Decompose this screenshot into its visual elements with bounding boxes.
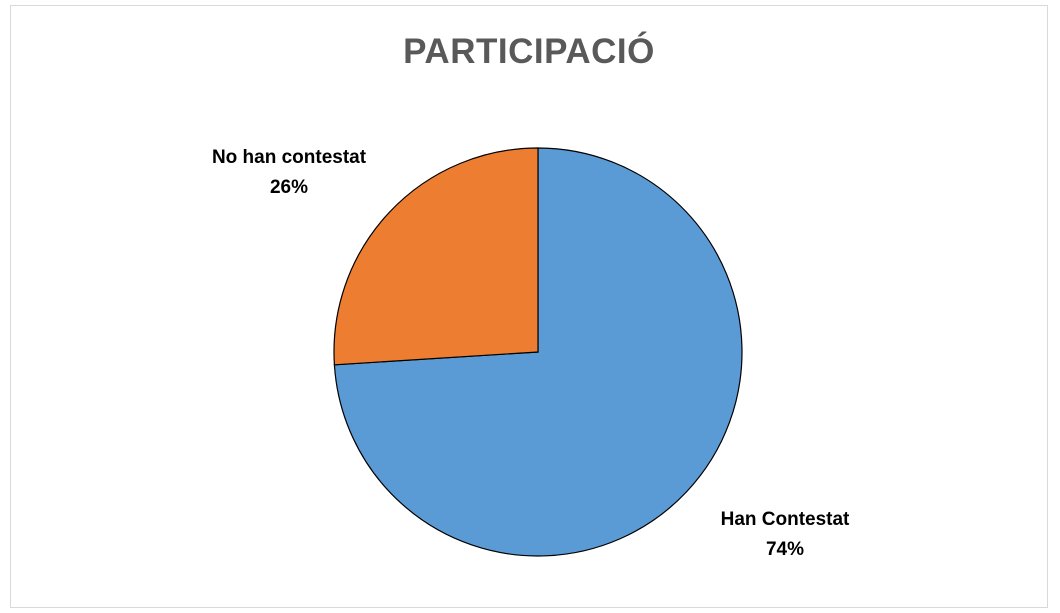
data-label-no-han-contestat: No han contestat 26%: [178, 143, 400, 203]
data-label-value: 74%: [765, 539, 805, 560]
data-label-category: No han contestat: [211, 147, 367, 168]
data-label-han-contestat: Han Contestat 74%: [700, 505, 870, 565]
data-label-category: Han Contestat: [720, 509, 850, 530]
chart-title: PARTICIPACIÓ: [403, 32, 655, 71]
data-label-value: 26%: [269, 177, 309, 198]
pie-slice-no-han-contestat: [333, 147, 539, 366]
